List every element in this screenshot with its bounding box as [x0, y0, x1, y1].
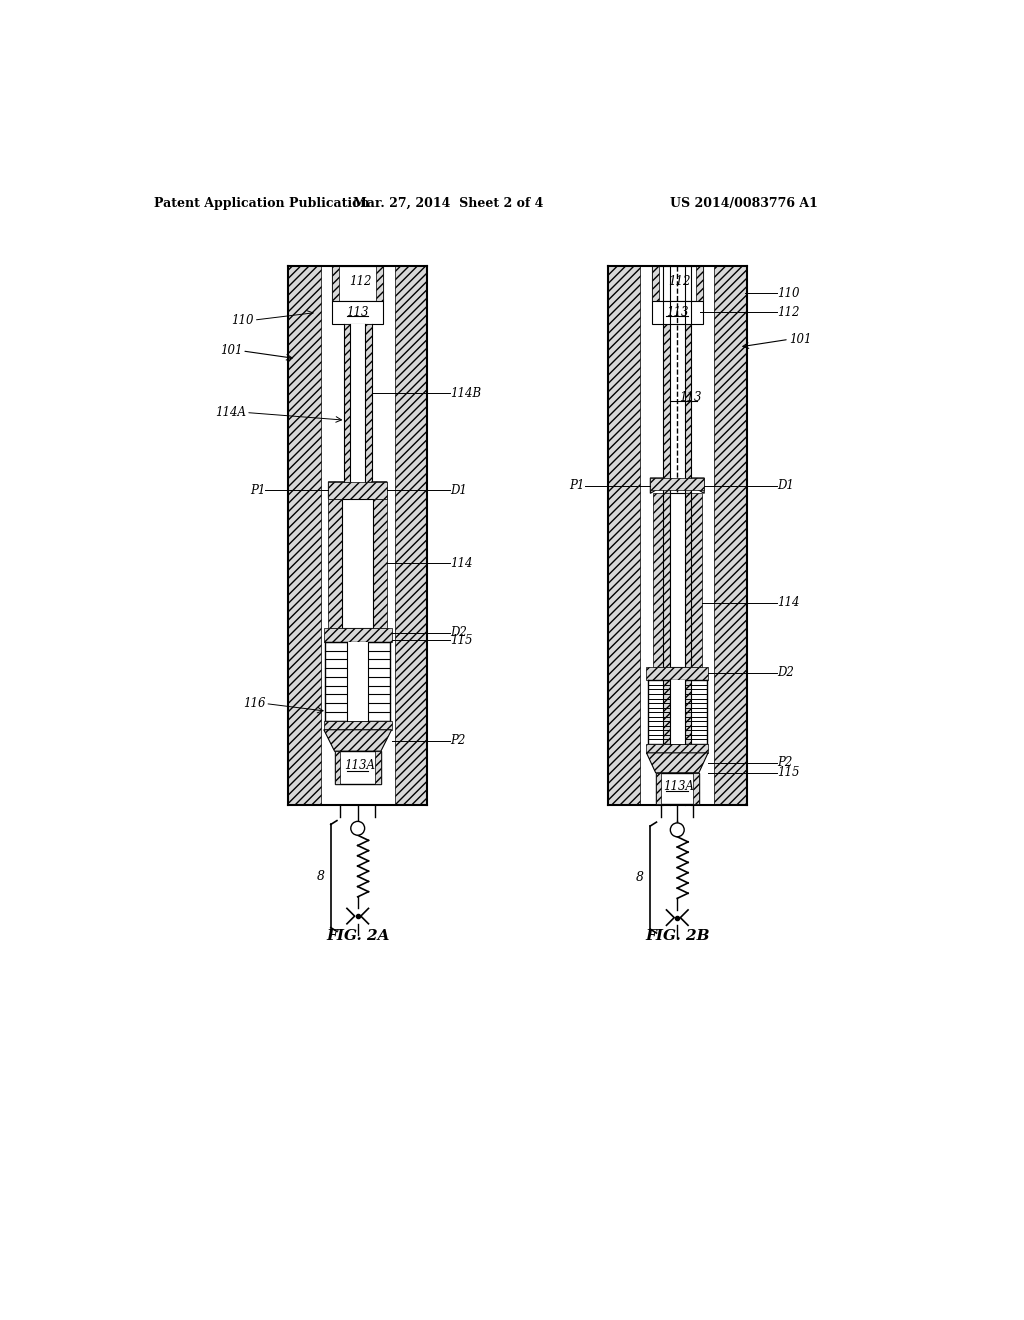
Bar	[714, 267, 746, 805]
Bar	[289, 267, 321, 805]
Polygon shape	[691, 478, 705, 494]
Text: 115: 115	[777, 767, 800, 779]
Bar	[324, 721, 391, 730]
Text: 113: 113	[680, 391, 702, 404]
Text: 113A: 113A	[344, 759, 375, 772]
Text: 113: 113	[346, 306, 369, 319]
Polygon shape	[650, 478, 664, 494]
Bar	[324, 628, 391, 642]
Bar	[350, 323, 366, 482]
Text: 113A: 113A	[664, 780, 694, 793]
Bar	[333, 267, 383, 301]
Text: 114B: 114B	[451, 387, 481, 400]
Text: 110: 110	[777, 286, 800, 300]
Text: FIG. 2A: FIG. 2A	[326, 929, 389, 942]
Text: 101: 101	[220, 345, 243, 358]
Bar	[376, 267, 383, 301]
Bar	[685, 267, 691, 805]
Bar	[652, 301, 702, 323]
Bar	[693, 774, 698, 804]
Text: 113: 113	[666, 306, 688, 319]
Circle shape	[351, 821, 365, 836]
Bar	[664, 267, 670, 805]
Text: D1: D1	[451, 483, 467, 496]
Text: 8: 8	[316, 870, 325, 883]
Bar	[652, 267, 658, 301]
Bar	[329, 499, 387, 628]
Text: 101: 101	[788, 333, 811, 346]
Text: FIG. 2B: FIG. 2B	[645, 929, 710, 942]
Text: Patent Application Publication: Patent Application Publication	[154, 197, 370, 210]
Polygon shape	[324, 730, 391, 751]
Text: 115: 115	[451, 634, 473, 647]
Circle shape	[671, 822, 684, 837]
Bar	[652, 267, 702, 301]
Bar	[655, 774, 662, 804]
Text: D1: D1	[777, 479, 795, 492]
Text: D2: D2	[777, 667, 795, 680]
Bar	[646, 667, 708, 681]
Bar	[335, 751, 340, 784]
Bar	[608, 267, 640, 805]
Bar	[347, 642, 369, 721]
Bar	[366, 323, 372, 482]
Bar	[646, 743, 708, 752]
Bar	[670, 494, 685, 667]
Text: P1: P1	[569, 479, 585, 492]
Bar	[333, 301, 383, 323]
Bar	[394, 267, 427, 805]
Bar	[650, 478, 705, 490]
Bar	[655, 774, 698, 804]
Text: 112: 112	[349, 275, 372, 288]
Bar	[333, 267, 339, 301]
Text: P2: P2	[451, 734, 466, 747]
Text: P1: P1	[250, 483, 265, 496]
Text: P2: P2	[777, 756, 793, 770]
Text: 110: 110	[231, 314, 254, 326]
Bar	[344, 323, 350, 482]
Polygon shape	[372, 482, 387, 499]
Bar	[376, 751, 381, 784]
Text: 114: 114	[451, 557, 473, 570]
Text: 116: 116	[243, 697, 265, 710]
Text: D2: D2	[451, 626, 467, 639]
Bar	[342, 499, 373, 628]
Text: US 2014/0083776 A1: US 2014/0083776 A1	[670, 197, 817, 210]
Bar	[695, 267, 702, 301]
Bar	[335, 751, 381, 784]
Bar	[652, 494, 701, 667]
Polygon shape	[646, 752, 708, 774]
Text: 114A: 114A	[215, 407, 246, 418]
Text: Mar. 27, 2014  Sheet 2 of 4: Mar. 27, 2014 Sheet 2 of 4	[352, 197, 543, 210]
Text: 114: 114	[777, 597, 800, 610]
Text: 112: 112	[777, 306, 800, 319]
Bar	[670, 681, 685, 743]
Text: 112: 112	[669, 275, 691, 288]
Polygon shape	[329, 482, 344, 499]
Text: 8: 8	[636, 871, 644, 884]
Bar	[329, 482, 387, 499]
